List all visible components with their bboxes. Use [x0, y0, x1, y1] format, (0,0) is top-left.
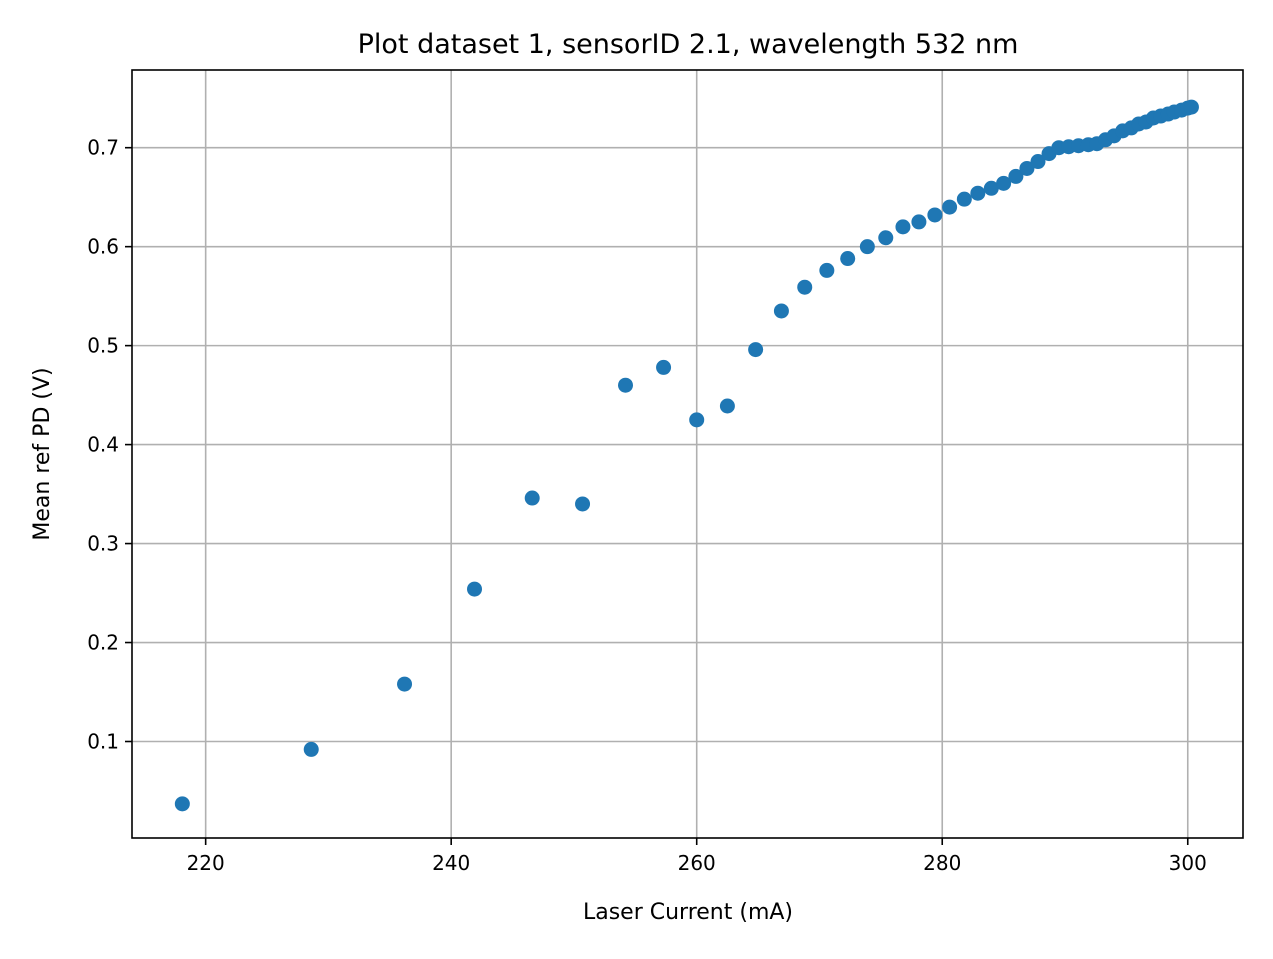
data-point: [911, 214, 927, 230]
grid-lines: [132, 70, 1243, 838]
data-point: [689, 412, 705, 428]
data-point: [719, 398, 735, 414]
data-point: [1030, 154, 1046, 170]
data-point: [397, 676, 413, 692]
y-axis-label: Mean ref PD (V): [30, 367, 55, 540]
x-tick-label: 260: [678, 851, 716, 875]
x-axis-label: Laser Current (mA): [583, 900, 793, 925]
data-point: [467, 581, 483, 597]
data-point: [927, 207, 943, 223]
data-point: [656, 359, 672, 375]
data-point: [303, 741, 319, 757]
data-point: [1183, 99, 1199, 115]
data-point: [859, 239, 875, 255]
data-point: [840, 251, 856, 267]
data-point: [970, 185, 986, 201]
y-tick-label: 0.4: [87, 433, 119, 457]
data-point: [773, 303, 789, 319]
x-tick-label: 220: [187, 851, 225, 875]
y-axis-ticks: 0.1 0.2 0.3 0.4 0.5 0.6 0.7: [87, 136, 132, 754]
x-tick-label: 300: [1169, 851, 1207, 875]
data-point: [895, 219, 911, 235]
x-tick-label: 240: [432, 851, 470, 875]
chart-title: Plot dataset 1, sensorID 2.1, wavelength…: [358, 29, 1019, 60]
data-point: [983, 180, 999, 196]
x-tick-label: 280: [923, 851, 961, 875]
y-tick-label: 0.6: [87, 235, 119, 259]
data-point: [797, 279, 813, 295]
data-point: [878, 230, 894, 246]
data-point: [1019, 160, 1035, 176]
data-point: [575, 496, 591, 512]
data-point: [956, 191, 972, 207]
data-point: [819, 262, 835, 278]
data-point: [618, 377, 634, 393]
data-point: [996, 175, 1012, 191]
data-point: [942, 199, 958, 215]
plot-frame: [131, 69, 1244, 839]
y-tick-label: 0.1: [87, 730, 119, 754]
data-points: [174, 99, 1199, 812]
data-point: [1008, 168, 1024, 184]
y-tick-label: 0.5: [87, 334, 119, 358]
data-point: [174, 796, 190, 812]
data-point: [524, 490, 540, 506]
y-tick-label: 0.3: [87, 532, 119, 556]
x-axis-ticks: 220 240 260 280 300: [187, 838, 1207, 875]
y-tick-label: 0.7: [87, 136, 119, 160]
y-tick-label: 0.2: [87, 631, 119, 655]
data-point: [748, 342, 764, 358]
